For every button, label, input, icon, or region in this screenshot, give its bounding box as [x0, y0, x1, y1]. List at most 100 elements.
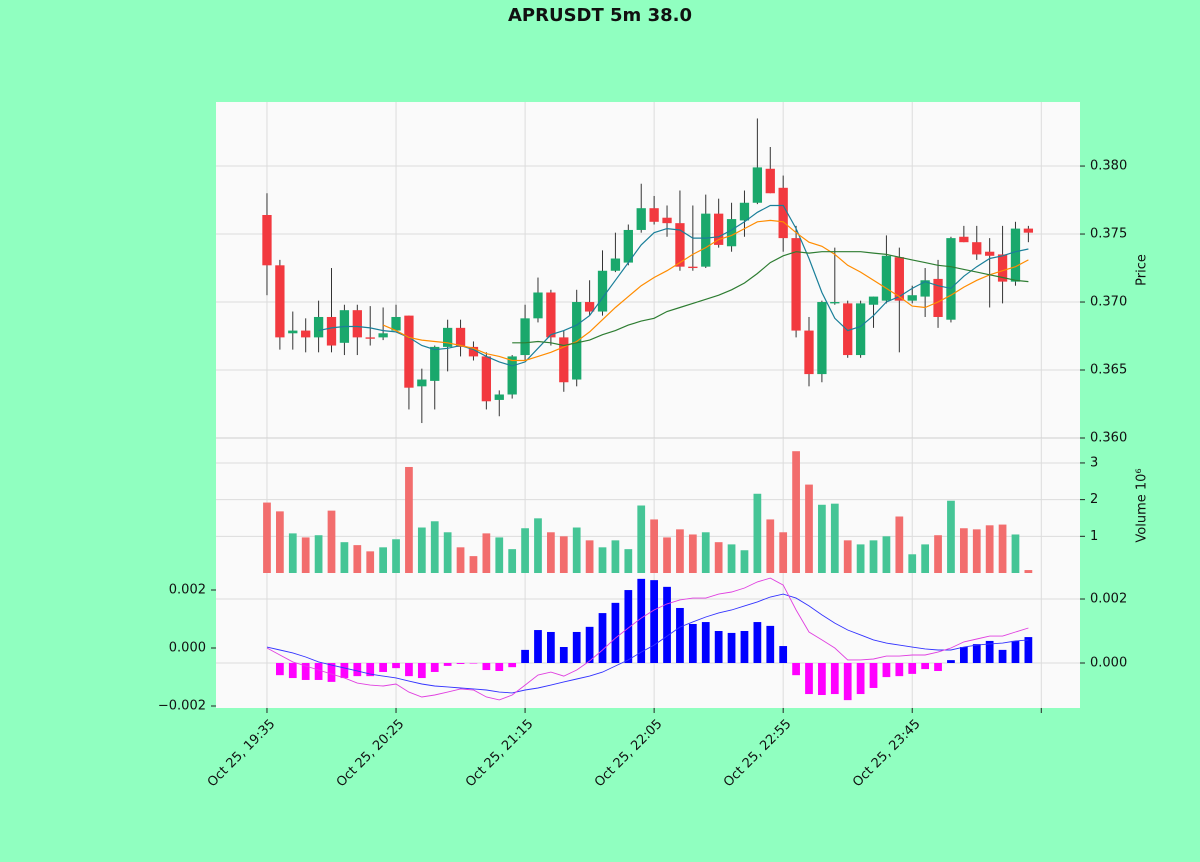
macd-histogram-bar	[405, 663, 413, 677]
volume-bar	[959, 528, 968, 573]
macd-histogram-bar	[676, 607, 684, 664]
macd-histogram-bar	[598, 613, 607, 664]
volume-bar	[1024, 570, 1033, 573]
volume-bar	[637, 505, 646, 573]
y-tick-label: 0.000	[1090, 656, 1127, 671]
y-tick-label: 0.375	[1090, 227, 1127, 242]
volume-bar	[856, 544, 865, 573]
macd-histogram-bar	[1024, 637, 1033, 664]
candle-body	[662, 217, 672, 224]
macd-histogram-bar	[366, 663, 375, 677]
candle-body	[443, 327, 453, 347]
macd-histogram-bar	[301, 663, 310, 680]
macd-histogram-bar	[547, 631, 555, 664]
volume-bar	[353, 545, 362, 573]
volume-bar	[624, 549, 633, 573]
volume-bar	[456, 547, 465, 573]
candle-body	[946, 238, 956, 320]
macd-histogram-bar	[985, 640, 994, 664]
volume-bar	[947, 500, 955, 573]
candle-body	[610, 258, 621, 271]
candle-body	[855, 303, 866, 356]
candle-body	[791, 238, 801, 331]
macd-histogram-bar	[314, 663, 323, 680]
volume-bar	[934, 535, 942, 573]
macd-histogram-bar	[753, 622, 762, 664]
candle-body	[481, 356, 492, 402]
macd-histogram-bar	[650, 580, 659, 664]
y-tick-label: 0.365	[1090, 363, 1127, 378]
candle-body	[739, 202, 750, 221]
macd-line	[266, 577, 1029, 701]
macd-histogram-bar	[908, 663, 917, 674]
candle-body	[636, 208, 646, 230]
volume-bar	[340, 542, 349, 573]
volume-bar	[417, 527, 426, 573]
macd-histogram-bar	[934, 663, 942, 672]
volume-bar	[676, 529, 684, 573]
macd-histogram-bar	[469, 663, 478, 664]
moving-average-line	[512, 251, 1029, 347]
y-tick-label: 0.002	[1090, 592, 1127, 607]
volume-bar	[972, 529, 981, 573]
candle-body	[920, 280, 930, 297]
macd-histogram-bar	[947, 660, 955, 664]
y-axis-label: Volume 10⁶	[1135, 468, 1150, 542]
macd-histogram-bar	[611, 602, 620, 664]
macd-histogram-bar	[727, 632, 736, 664]
candle-body	[262, 214, 272, 266]
volume-bar	[714, 542, 723, 573]
macd-histogram-bar	[508, 663, 517, 668]
macd-histogram-bar	[443, 663, 452, 666]
volume-bar	[521, 528, 529, 573]
volume-bar	[792, 451, 800, 573]
candle-body	[623, 229, 633, 263]
candle-body	[894, 257, 904, 301]
macd-histogram-bar	[959, 647, 968, 664]
volume-bar	[392, 539, 400, 573]
candle-body	[275, 265, 285, 338]
candle-body	[430, 346, 440, 381]
candle-body	[649, 208, 659, 222]
volume-bar	[688, 534, 697, 573]
volume-bar	[276, 511, 284, 573]
candle-body	[584, 302, 595, 312]
candle-body	[972, 242, 982, 255]
macd-histogram-bar	[714, 631, 723, 664]
volume-bar	[405, 466, 413, 573]
macd-histogram-bar	[843, 663, 852, 701]
candle-body	[752, 167, 763, 203]
candle-body	[391, 316, 401, 331]
volume-bar	[534, 518, 542, 573]
macd-histogram-bar	[430, 663, 439, 672]
volume-bar	[921, 544, 930, 573]
macd-histogram-bar	[637, 578, 646, 664]
candle-body	[533, 292, 543, 319]
macd-histogram-bar	[534, 630, 542, 664]
volume-bar	[998, 524, 1007, 573]
candle-body	[817, 302, 827, 375]
macd-histogram-bar	[895, 663, 904, 677]
y-axis-label: Price	[1135, 254, 1150, 286]
candle-body	[468, 346, 479, 357]
candle-body	[804, 330, 814, 375]
macd-histogram-bar	[585, 626, 594, 664]
volume-bar	[882, 536, 891, 573]
volume-bar	[327, 510, 336, 573]
y-tick-label: 0.370	[1090, 295, 1127, 310]
volume-bar	[895, 516, 904, 573]
volume-bar	[585, 540, 594, 573]
y-tick-label: 2	[1090, 492, 1098, 507]
candle-body	[378, 333, 388, 338]
volume-bar	[469, 556, 478, 573]
macd-line	[266, 593, 1029, 694]
macd-histogram-bar	[288, 663, 297, 679]
macd-histogram-bar	[701, 622, 710, 664]
volume-bar	[263, 502, 271, 573]
macd-histogram-bar	[417, 663, 426, 679]
macd-histogram-bar	[624, 590, 633, 664]
volume-bar	[598, 547, 607, 573]
macd-histogram-bar	[998, 649, 1007, 664]
candle-body	[597, 270, 608, 312]
